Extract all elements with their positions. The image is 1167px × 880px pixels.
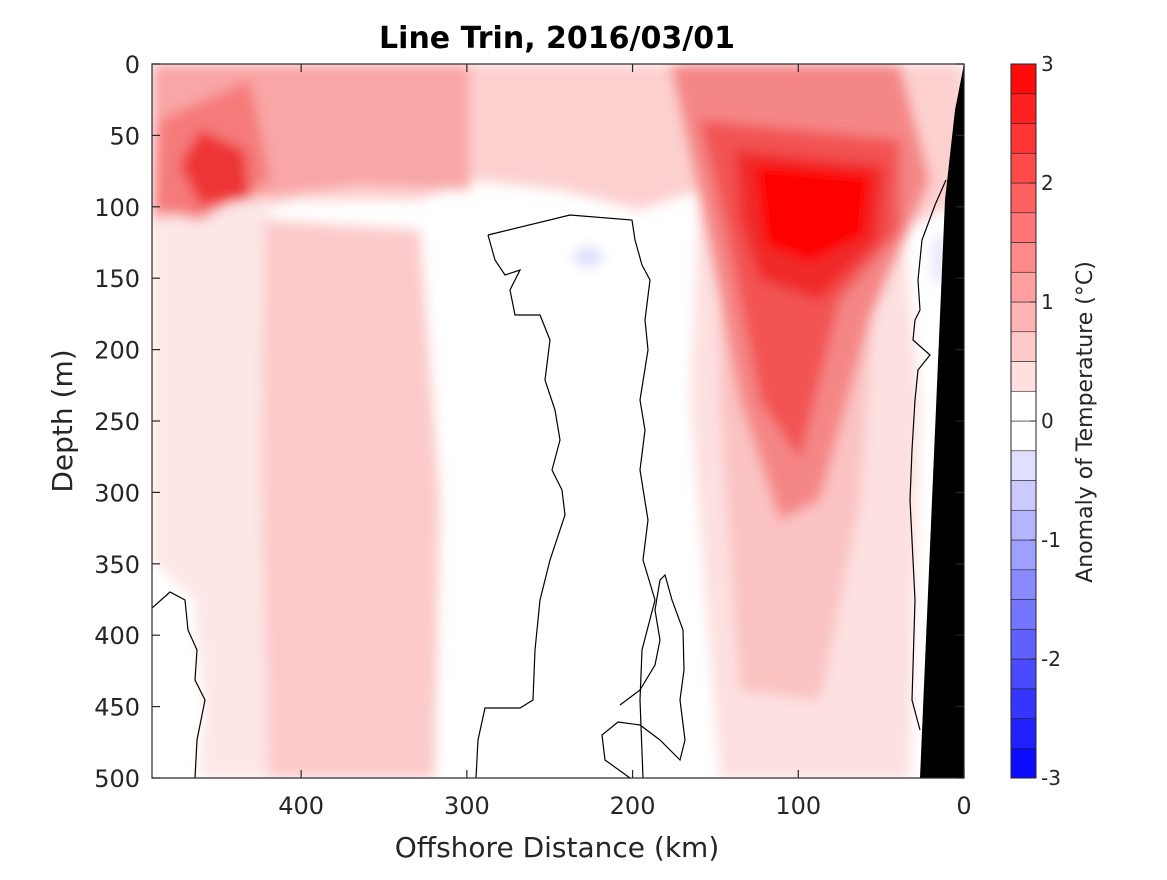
- x-tick-label: 300: [444, 792, 490, 820]
- y-tick-label: 150: [94, 265, 140, 293]
- colorbar-segment: [1010, 361, 1037, 392]
- left-light-region: [152, 200, 280, 778]
- colorbar-segment: [1010, 628, 1037, 660]
- colorbar-segment: [1010, 688, 1037, 719]
- left-mid-region: [262, 220, 440, 778]
- colorbar-tick-label: 1: [1041, 290, 1054, 314]
- colorbar-segment: [1010, 271, 1037, 303]
- colorbar-segment: [1010, 539, 1037, 571]
- colorbar-tick-label: 2: [1041, 171, 1054, 195]
- colorbar-label: Anomaly of Temperature (°C): [1073, 261, 1098, 583]
- colorbar-segment: [1010, 212, 1037, 243]
- y-tick-label: 400: [94, 622, 140, 650]
- x-tick-label: 0: [956, 792, 971, 820]
- colorbar-segment: [1010, 93, 1037, 124]
- cool-spot-mid: [574, 247, 602, 267]
- anomaly-field: [152, 64, 964, 778]
- colorbar-tick-label: 3: [1041, 52, 1054, 76]
- colorbar-tick-label: -3: [1041, 766, 1061, 790]
- colorbar-segment: [1010, 242, 1037, 273]
- colorbar-segment: [1010, 182, 1037, 214]
- colorbar-tick-label: 0: [1041, 409, 1054, 433]
- colorbar-segment: [1010, 569, 1037, 600]
- plot-area: [152, 64, 964, 778]
- colorbar-tick-label: -2: [1041, 647, 1061, 671]
- y-axis-label: Depth (m): [46, 349, 79, 492]
- x-tick-label: 400: [278, 792, 324, 820]
- x-tick-label: 100: [775, 792, 821, 820]
- colorbar-segment: [1010, 718, 1037, 749]
- zero-contours: [152, 179, 947, 778]
- colorbar-segment: [1010, 509, 1037, 541]
- colorbar-segment: [1010, 420, 1037, 452]
- colorbar-segment: [1010, 331, 1037, 362]
- colorbar-tick-label: -1: [1041, 528, 1061, 552]
- x-axis: 400 300 200 100 0: [278, 64, 972, 820]
- top-left-core: [180, 130, 250, 205]
- x-tick-label: 200: [610, 792, 656, 820]
- y-tick-label: 200: [94, 337, 140, 365]
- colorbar-segment: [1010, 658, 1037, 690]
- zero-contour-center-left: [475, 234, 566, 778]
- colorbar-segment: [1010, 747, 1037, 779]
- colorbar-segment: [1010, 599, 1037, 630]
- colorbar-segment: [1010, 63, 1037, 95]
- y-tick-label: 0: [125, 51, 140, 79]
- colorbar-segment: [1010, 480, 1037, 511]
- zero-contour-center: [487, 214, 656, 778]
- y-tick-label: 50: [109, 122, 140, 150]
- y-tick-label: 300: [94, 479, 140, 507]
- y-tick-label: 500: [94, 765, 140, 793]
- right-warm-core: [755, 165, 870, 262]
- colorbar-segment: [1010, 301, 1037, 333]
- y-tick-label: 100: [94, 194, 140, 222]
- colorbar-segment: [1010, 152, 1037, 184]
- colorbar-segment: [1010, 123, 1037, 154]
- colorbar: 3 2 1 0 -1 -2 -3: [1010, 52, 1061, 790]
- y-tick-label: 250: [94, 408, 140, 436]
- chart-title: Line Trin, 2016/03/01: [379, 21, 735, 56]
- zero-contour-left: [152, 591, 206, 778]
- y-tick-label: 350: [94, 551, 140, 579]
- colorbar-segment: [1010, 390, 1037, 422]
- bathymetry: [920, 64, 964, 778]
- y-axis: 0 50 100 150 200 250 300 350 400 450 500: [94, 51, 964, 793]
- zero-contour-inner: [601, 573, 686, 778]
- zero-contour-right: [909, 179, 947, 731]
- colorbar-segment: [1010, 450, 1037, 481]
- y-tick-label: 450: [94, 694, 140, 722]
- x-axis-label: Offshore Distance (km): [395, 831, 720, 864]
